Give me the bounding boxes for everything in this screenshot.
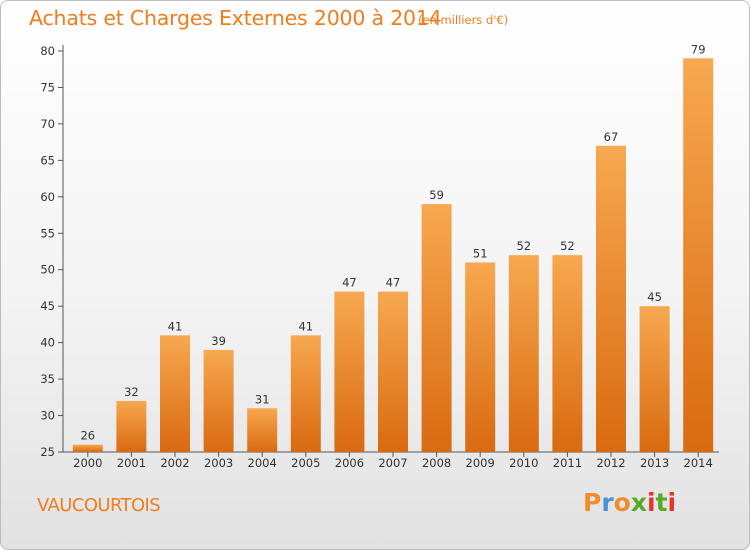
labels: 2000 26 2001 32 2002 41 2003 39 2004 31 2005 41 2006… (73, 42, 713, 470)
y-tick-label: 45 (40, 299, 55, 313)
x-tick-label: 2007 (378, 456, 407, 470)
bars (72, 58, 714, 453)
x-tick-label: 2011 (553, 456, 582, 470)
y-tick-label: 35 (40, 372, 55, 386)
x-tick-label: 2012 (596, 456, 625, 470)
logo-letter: i (647, 488, 656, 517)
logo-letter: P (583, 488, 602, 517)
bar (552, 255, 583, 452)
logo-letter: o (613, 488, 631, 517)
x-tick-label: 2008 (422, 456, 451, 470)
bar (72, 444, 103, 452)
data-label: 32 (124, 385, 139, 399)
data-label: 51 (473, 246, 488, 260)
y-tick-label: 75 (40, 80, 55, 94)
data-label: 31 (255, 392, 270, 406)
y-tick-label: 65 (40, 153, 55, 167)
y-tick-label: 25 (40, 445, 55, 459)
x-tick-label: 2010 (509, 456, 538, 470)
y-tick-label: 80 (40, 44, 55, 58)
data-label: 45 (647, 290, 662, 304)
bar (508, 255, 539, 452)
bar (465, 262, 496, 452)
x-tick-label: 2004 (248, 456, 277, 470)
logo-letter: x (630, 488, 647, 517)
bar (334, 291, 365, 452)
y-tick-label: 60 (40, 190, 55, 204)
axes: 25 30 35 40 45 50 55 60 65 70 75 80 (40, 44, 719, 459)
x-tick-label: 2009 (466, 456, 495, 470)
y-tick-label: 70 (40, 117, 55, 131)
y-tick-label: 50 (40, 263, 55, 277)
x-tick-label: 2001 (117, 456, 146, 470)
x-tick-label: 2005 (291, 456, 320, 470)
x-tick-label: 2000 (73, 456, 102, 470)
bar (290, 335, 321, 452)
logo-letter: i (667, 488, 677, 517)
chart-title: Achats et Charges Externes 2000 à 2014 (29, 6, 442, 30)
proxiti-logo[interactable]: Proxiti (583, 488, 676, 517)
data-label: 39 (211, 334, 226, 348)
data-label: 59 (429, 188, 444, 202)
data-label: 41 (298, 319, 313, 333)
bar (421, 204, 452, 452)
data-label: 52 (516, 239, 531, 253)
y-tick-label: 55 (40, 226, 55, 240)
x-tick-label: 2003 (204, 456, 233, 470)
data-label: 41 (168, 319, 183, 333)
x-tick-label: 2013 (640, 456, 669, 470)
data-label: 79 (691, 42, 706, 56)
x-tick-label: 2014 (684, 456, 713, 470)
logo-letter: r (601, 488, 614, 517)
logo-letter: t (655, 488, 668, 517)
x-tick-label: 2002 (160, 456, 189, 470)
bar (596, 145, 626, 453)
bar (203, 349, 234, 452)
data-label: 52 (560, 239, 575, 253)
bar (247, 408, 278, 452)
bar (639, 306, 670, 452)
bar (160, 335, 190, 452)
y-tick-label: 40 (40, 336, 55, 350)
x-tick-label: 2006 (335, 456, 364, 470)
data-label: 47 (386, 276, 401, 290)
bar (378, 291, 408, 452)
data-label: 67 (604, 130, 619, 144)
chart-subtitle: (en milliers d'€) (418, 13, 509, 27)
bar (116, 400, 147, 452)
town-name: VAUCOURTOIS (37, 495, 161, 516)
data-label: 47 (342, 276, 357, 290)
y-tick-label: 30 (40, 409, 55, 423)
bar (683, 58, 714, 453)
data-label: 26 (80, 429, 95, 443)
